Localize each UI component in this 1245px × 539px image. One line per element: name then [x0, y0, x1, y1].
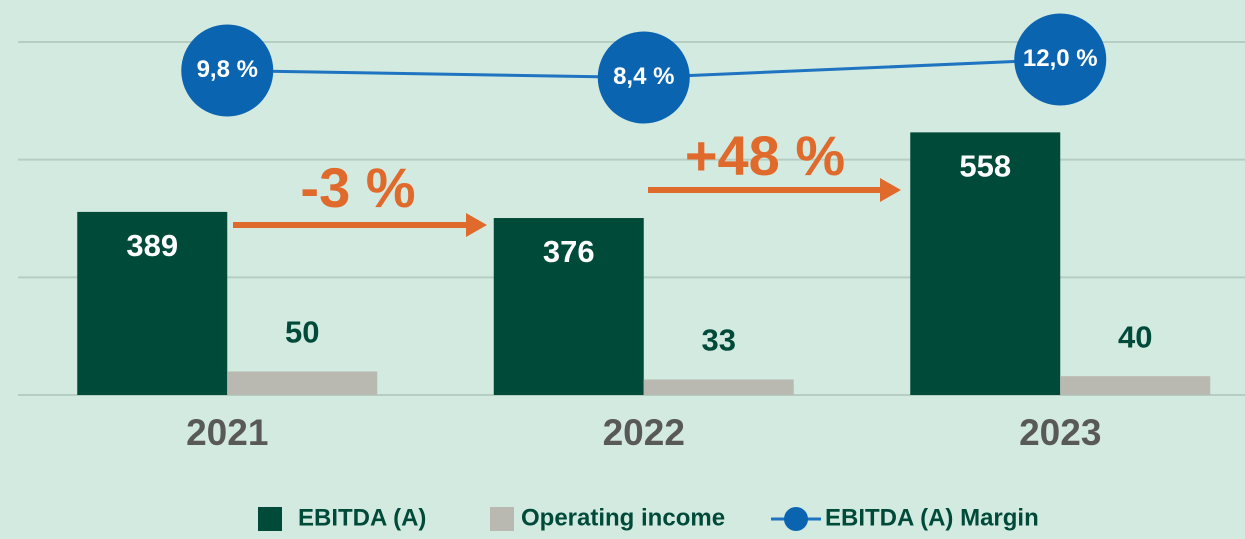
- line-marker: [597, 31, 690, 124]
- data-label: 389: [126, 228, 178, 263]
- bar: [77, 211, 228, 395]
- annotation: -3 %: [300, 156, 415, 219]
- line-marker: [181, 24, 274, 117]
- arrow-head: [880, 178, 901, 202]
- line-marker: [1014, 13, 1107, 106]
- annotation-arrows: [233, 178, 901, 237]
- data-label: 558: [959, 149, 1011, 184]
- data-label: 8,4 %: [613, 63, 674, 90]
- legend-label: EBITDA (A): [298, 504, 426, 531]
- legend-swatch: [784, 507, 808, 531]
- annotation: +48 %: [685, 124, 845, 187]
- x-tick-label: 2022: [603, 412, 685, 453]
- arrow-head: [466, 213, 487, 237]
- bar: [493, 218, 644, 395]
- legend-label: Operating income: [521, 504, 725, 531]
- legend-label: EBITDA (A) Margin: [825, 504, 1039, 531]
- legend-swatch: [258, 507, 282, 531]
- data-label: 40: [1118, 319, 1152, 354]
- bar: [1060, 376, 1211, 395]
- data-label: 376: [543, 234, 595, 269]
- bar: [643, 379, 794, 395]
- data-label: 9,8 %: [197, 56, 258, 83]
- x-tick-label: 2021: [186, 412, 268, 453]
- legend-swatch: [490, 507, 514, 531]
- bar: [910, 132, 1061, 396]
- data-label: 33: [702, 323, 736, 358]
- x-tick-label: 2023: [1019, 412, 1101, 453]
- bar: [227, 371, 378, 395]
- data-label: 12,0 %: [1023, 45, 1098, 72]
- data-label: 50: [285, 315, 319, 350]
